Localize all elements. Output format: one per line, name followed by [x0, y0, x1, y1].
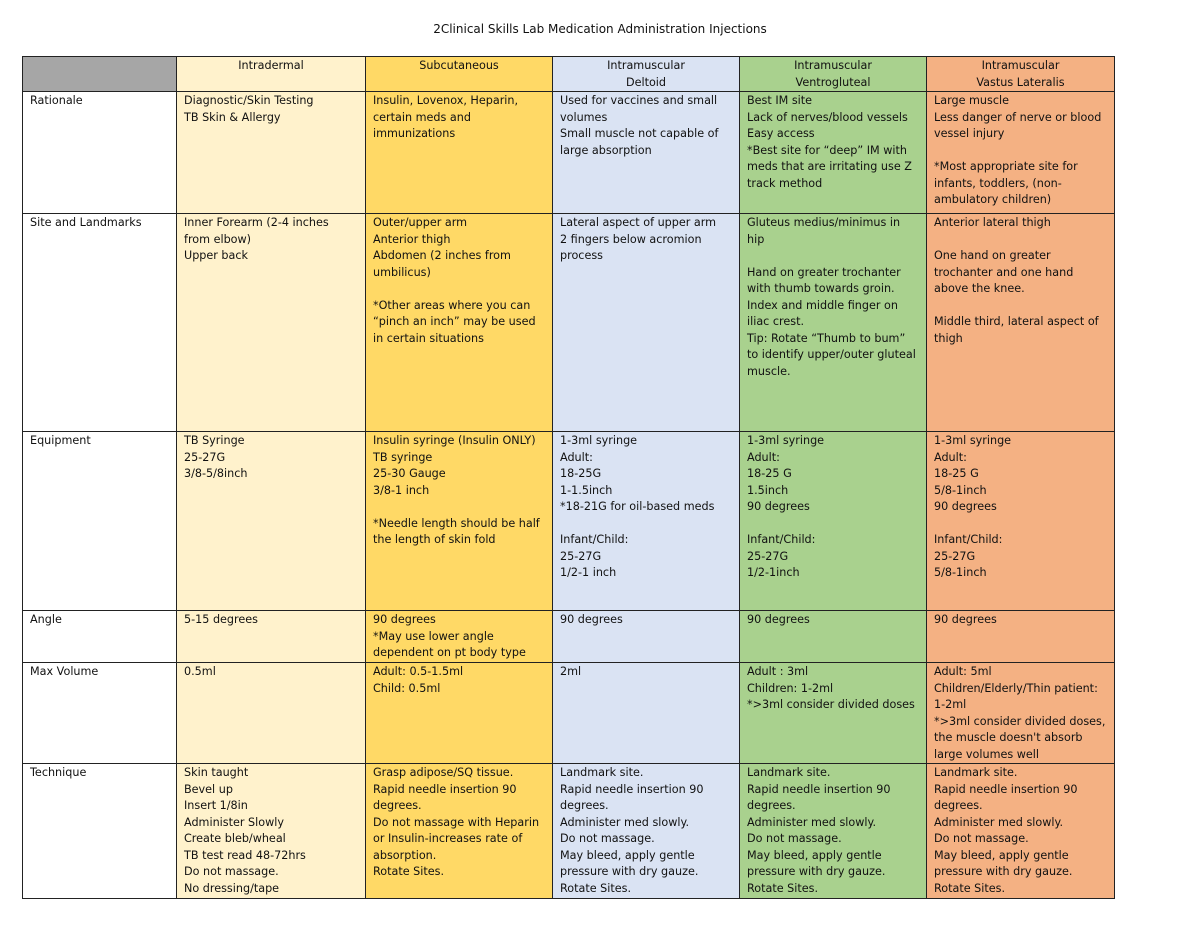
row-label-technique: Technique: [22, 763, 177, 899]
row-label-angle: Angle: [22, 610, 177, 663]
cell-site-intradermal: Inner Forearm (2-4 inches from elbow) Up…: [176, 213, 366, 432]
cell-technique-intradermal: Skin taught Bevel up Insert 1/8in Admini…: [176, 763, 366, 899]
table-row-angle: Angle 5-15 degrees 90 degrees *May use l…: [22, 610, 1115, 663]
header-row: Intradermal Subcutaneous Intramuscular D…: [22, 56, 1115, 92]
header-corner-cell: [22, 56, 177, 92]
cell-volume-subcutaneous: Adult: 0.5-1.5ml Child: 0.5ml: [365, 662, 553, 764]
cell-volume-ventrogluteal: Adult : 3ml Children: 1-2ml *>3ml consid…: [739, 662, 927, 764]
row-label-max-volume: Max Volume: [22, 662, 177, 764]
table-row-max-volume: Max Volume 0.5ml Adult: 0.5-1.5ml Child:…: [22, 662, 1115, 764]
row-label-rationale: Rationale: [22, 91, 177, 214]
injection-comparison-table: Intradermal Subcutaneous Intramuscular D…: [22, 56, 1115, 899]
cell-equipment-ventrogluteal: 1-3ml syringe Adult: 18-25 G 1.5inch 90 …: [739, 431, 927, 611]
cell-volume-intradermal: 0.5ml: [176, 662, 366, 764]
cell-site-deltoid: Lateral aspect of upper arm 2 fingers be…: [552, 213, 740, 432]
header-intradermal: Intradermal: [176, 56, 366, 92]
cell-rationale-intradermal: Diagnostic/Skin Testing TB Skin & Allerg…: [176, 91, 366, 214]
cell-equipment-vastus-lateralis: 1-3ml syringe Adult: 18-25 G 5/8-1inch 9…: [926, 431, 1115, 611]
header-intramuscular-ventrogluteal: Intramuscular Ventrogluteal: [739, 56, 927, 92]
cell-angle-intradermal: 5-15 degrees: [176, 610, 366, 663]
row-label-equipment: Equipment: [22, 431, 177, 611]
cell-rationale-ventrogluteal: Best IM site Lack of nerves/blood vessel…: [739, 91, 927, 214]
table-row-site-and-landmarks: Site and Landmarks Inner Forearm (2-4 in…: [22, 213, 1115, 432]
row-label-site-and-landmarks: Site and Landmarks: [22, 213, 177, 432]
cell-technique-ventrogluteal: Landmark site. Rapid needle insertion 90…: [739, 763, 927, 899]
cell-site-ventrogluteal: Gluteus medius/minimus in hip Hand on gr…: [739, 213, 927, 432]
cell-angle-ventrogluteal: 90 degrees: [739, 610, 927, 663]
page-title: 2Clinical Skills Lab Medication Administ…: [433, 22, 767, 36]
cell-site-vastus-lateralis: Anterior lateral thigh One hand on great…: [926, 213, 1115, 432]
table-row-rationale: Rationale Diagnostic/Skin Testing TB Ski…: [22, 91, 1115, 214]
cell-equipment-intradermal: TB Syringe 25-27G 3/8-5/8inch: [176, 431, 366, 611]
cell-equipment-subcutaneous: Insulin syringe (Insulin ONLY) TB syring…: [365, 431, 553, 611]
cell-angle-vastus-lateralis: 90 degrees: [926, 610, 1115, 663]
header-intramuscular-deltoid: Intramuscular Deltoid: [552, 56, 740, 92]
cell-rationale-deltoid: Used for vaccines and small volumes Smal…: [552, 91, 740, 214]
cell-rationale-vastus-lateralis: Large muscle Less danger of nerve or blo…: [926, 91, 1115, 214]
cell-technique-deltoid: Landmark site. Rapid needle insertion 90…: [552, 763, 740, 899]
cell-rationale-subcutaneous: Insulin, Lovenox, Heparin, certain meds …: [365, 91, 553, 214]
table-row-equipment: Equipment TB Syringe 25-27G 3/8-5/8inch …: [22, 431, 1115, 611]
cell-site-subcutaneous: Outer/upper arm Anterior thigh Abdomen (…: [365, 213, 553, 432]
cell-volume-vastus-lateralis: Adult: 5ml Children/Elderly/Thin patient…: [926, 662, 1115, 764]
cell-technique-vastus-lateralis: Landmark site. Rapid needle insertion 90…: [926, 763, 1115, 899]
cell-angle-deltoid: 90 degrees: [552, 610, 740, 663]
table-row-technique: Technique Skin taught Bevel up Insert 1/…: [22, 763, 1115, 899]
cell-technique-subcutaneous: Grasp adipose/SQ tissue. Rapid needle in…: [365, 763, 553, 899]
cell-angle-subcutaneous: 90 degrees *May use lower angle dependen…: [365, 610, 553, 663]
cell-equipment-deltoid: 1-3ml syringe Adult: 18-25G 1-1.5inch *1…: [552, 431, 740, 611]
header-subcutaneous: Subcutaneous: [365, 56, 553, 92]
header-intramuscular-vastus-lateralis: Intramuscular Vastus Lateralis: [926, 56, 1115, 92]
cell-volume-deltoid: 2ml: [552, 662, 740, 764]
